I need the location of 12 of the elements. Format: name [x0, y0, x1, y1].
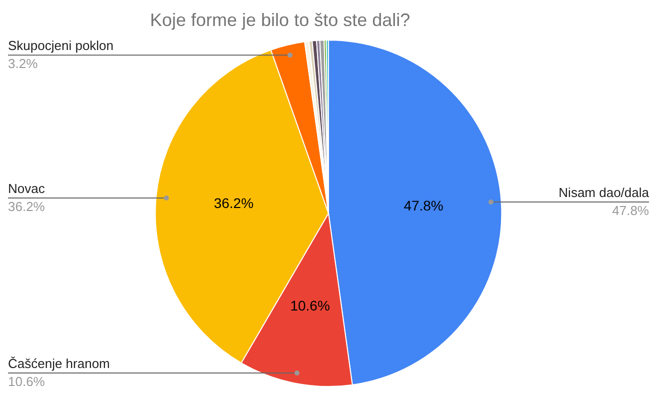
- text: 10.6%: [8, 374, 45, 390]
- chart-title: Koje forme je bilo to što ste dali?: [150, 10, 410, 30]
- slice-label: Čašćenje hranom: [8, 356, 110, 372]
- data-label: 36.2%: [214, 195, 254, 212]
- data-label: 47.8%: [404, 198, 444, 214]
- data-label: 10.6%: [290, 298, 330, 314]
- data-label: 3.2%: [8, 56, 38, 72]
- text: 47.8%: [612, 203, 649, 218]
- slice-label: Nisam dao/dala: [558, 185, 650, 200]
- text: 36.2%: [8, 199, 45, 214]
- slice-label: Novac: [8, 181, 46, 196]
- slice-label: Skupocjeni poklon: [8, 38, 114, 54]
